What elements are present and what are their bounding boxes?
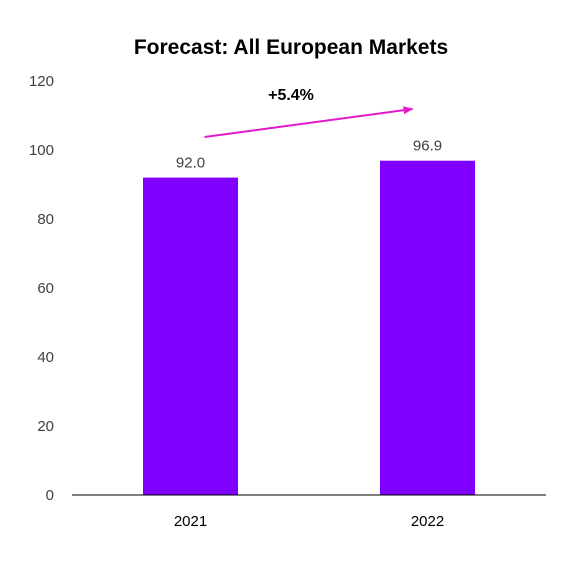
y-tick-label: 120 <box>29 73 54 90</box>
data-label-2021: 92.0 <box>176 155 205 172</box>
bar-2021 <box>143 177 238 495</box>
growth-arrow <box>204 106 414 138</box>
y-tick-label: 100 <box>29 142 54 159</box>
x-axis-ticks: 2021 2022 <box>174 513 444 530</box>
data-labels: 92.0 96.9 <box>176 138 442 172</box>
growth-annotation: +5.4% <box>268 87 314 104</box>
y-tick-label: 40 <box>37 349 54 366</box>
bars <box>143 160 475 495</box>
x-tick-label-2021: 2021 <box>174 513 207 530</box>
y-tick-label: 0 <box>46 487 54 504</box>
y-tick-label: 20 <box>37 418 54 435</box>
data-label-2022: 96.9 <box>413 138 442 155</box>
chart-title: Forecast: All European Markets <box>134 36 448 59</box>
bar-2022 <box>380 160 475 495</box>
x-tick-label-2022: 2022 <box>411 513 444 530</box>
y-tick-label: 80 <box>37 211 54 228</box>
y-tick-label: 60 <box>37 280 54 297</box>
y-axis-ticks: 0 20 40 60 80 100 120 <box>29 73 54 504</box>
